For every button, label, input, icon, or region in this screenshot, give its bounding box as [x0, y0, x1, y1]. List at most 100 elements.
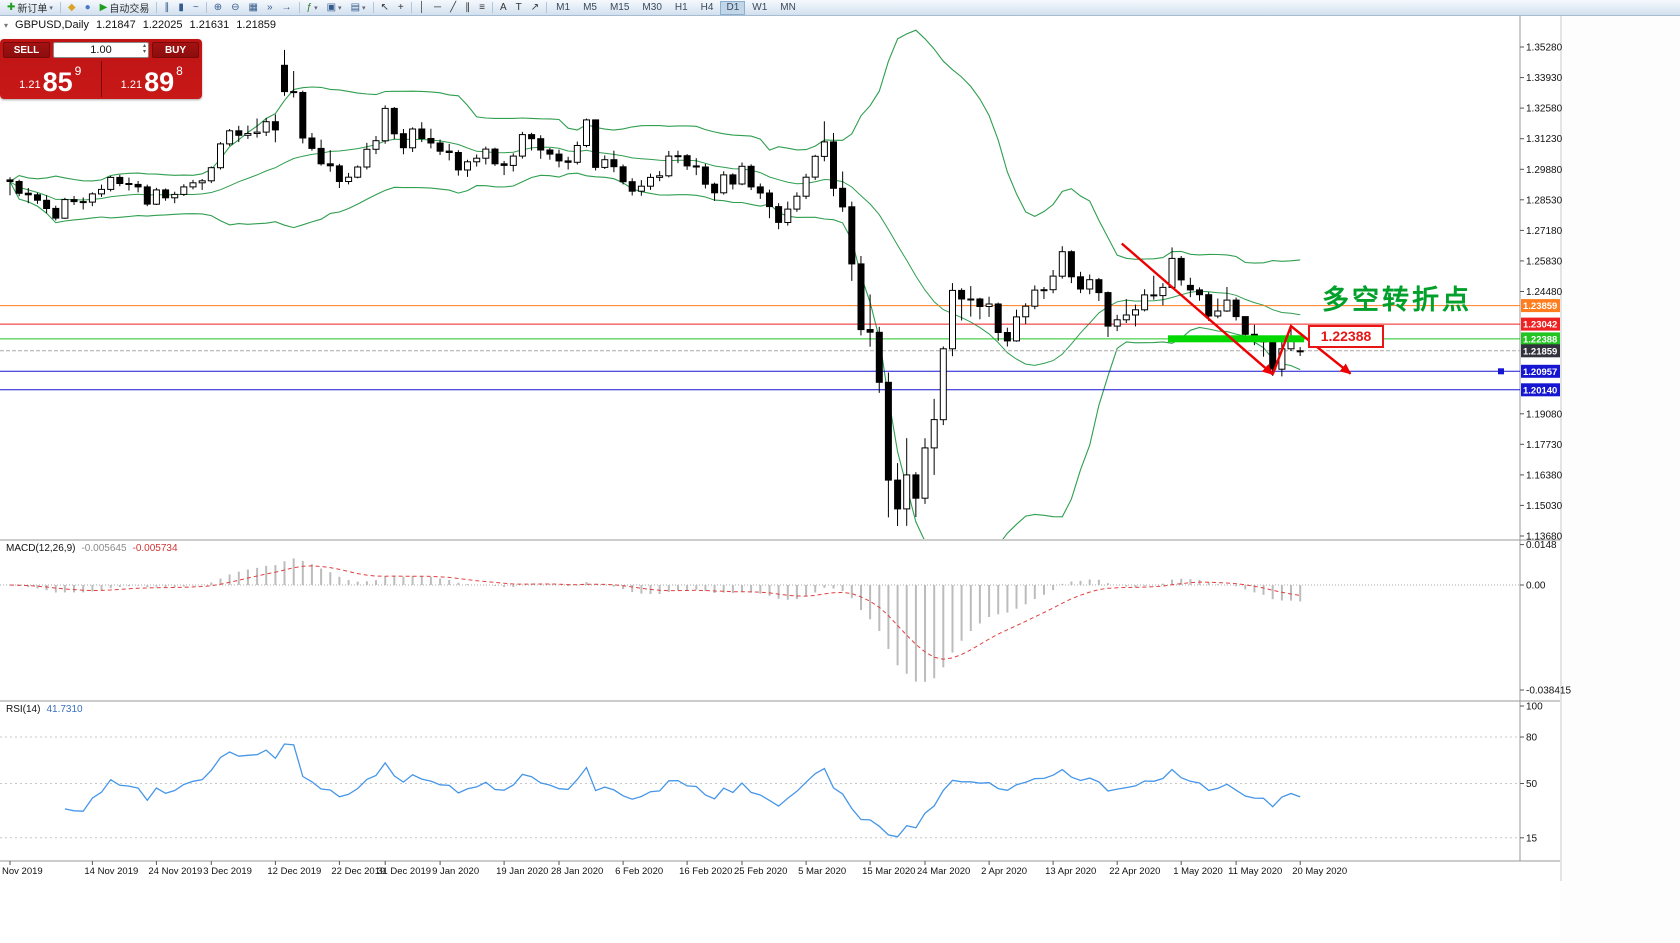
date-axis-label[interactable]: 20 May 2020: [1292, 866, 1347, 877]
sell-button[interactable]: SELL: [3, 42, 50, 58]
price-axis-label[interactable]: 1.13680: [1526, 532, 1563, 543]
candle: [555, 153, 563, 162]
symbols-icon[interactable]: ◆: [64, 0, 80, 16]
line-chart-icon[interactable]: ~: [189, 0, 203, 16]
crosshair-icon[interactable]: +: [394, 0, 408, 16]
tile-windows-icon[interactable]: ▦: [245, 0, 262, 16]
date-axis-label[interactable]: 6 Feb 2020: [615, 866, 663, 877]
vertical-line-icon[interactable]: │: [415, 0, 429, 16]
price-axis-label[interactable]: 1.33930: [1526, 73, 1563, 84]
new-order-button[interactable]: ✚ 新订单 ▾: [3, 0, 57, 16]
date-axis-label[interactable]: 14 Nov 2019: [84, 866, 138, 877]
price-axis-label[interactable]: 1.16380: [1526, 470, 1563, 481]
candle: [1196, 289, 1203, 296]
date-axis-label[interactable]: 24 Nov 2019: [148, 866, 202, 877]
candle: [793, 195, 801, 210]
fibonacci-icon[interactable]: ≡: [475, 0, 489, 16]
price-marker-label[interactable]: 1.23042: [1523, 320, 1557, 331]
level-price-label[interactable]: 1.22388: [1308, 325, 1384, 348]
price-marker-label[interactable]: 1.23859: [1523, 301, 1557, 312]
channel-icon: ∥: [465, 1, 471, 13]
autotrade-button[interactable]: ▶ 自动交易: [96, 0, 154, 16]
trend-arrow-down-1[interactable]: [1120, 242, 1274, 376]
volume-input[interactable]: 1.00 ▴ ▾: [53, 42, 149, 58]
price-marker-bg: [1521, 332, 1560, 346]
timeframe-button-MN[interactable]: MN: [780, 1, 796, 13]
price-marker-label[interactable]: 1.21859: [1523, 346, 1557, 357]
indicators-icon[interactable]: ƒ ▾: [303, 0, 322, 16]
candle: [15, 181, 23, 194]
sell-price[interactable]: 1.21 85 9: [0, 59, 101, 99]
date-axis-label[interactable]: 22 Dec 2019: [331, 866, 385, 877]
volume-stepper[interactable]: ▴ ▾: [143, 43, 146, 55]
price-axis-label[interactable]: 1.27180: [1526, 226, 1563, 237]
label-icon[interactable]: T: [512, 0, 526, 16]
timeframe-button-H4[interactable]: H4: [700, 1, 714, 13]
timeframe-button-D1[interactable]: D1: [720, 0, 746, 15]
date-axis-label[interactable]: 5 Mar 2020: [798, 866, 846, 877]
date-axis-label[interactable]: 31 Dec 2019: [377, 866, 431, 877]
timeframe-button-H1[interactable]: H1: [674, 1, 688, 13]
periods-icon[interactable]: ▣ ▾: [323, 0, 346, 16]
highlight-level-segment[interactable]: [1168, 335, 1305, 343]
profile-icon[interactable]: ●: [81, 0, 95, 16]
date-axis-label[interactable]: 16 Feb 2020: [679, 866, 732, 877]
arrow-tool-icon[interactable]: ↗: [527, 0, 543, 16]
candle: [335, 165, 343, 182]
date-axis-label[interactable]: 1 May 2020: [1173, 866, 1223, 877]
date-axis-label[interactable]: 19 Jan 2020: [496, 866, 548, 877]
date-axis-label[interactable]: 13 Apr 2020: [1045, 866, 1096, 877]
channel-icon[interactable]: ∥: [461, 0, 474, 16]
buy-price[interactable]: 1.21 89 8: [102, 59, 203, 99]
date-axis-label[interactable]: 24 Mar 2020: [917, 866, 970, 877]
candle: [464, 161, 471, 171]
trend-arrow-down-2[interactable]: [1271, 324, 1352, 375]
date-axis-label[interactable]: 2 Apr 2020: [981, 866, 1027, 877]
date-axis-label[interactable]: 28 Jan 2020: [551, 866, 603, 877]
price-marker-label[interactable]: 1.20957: [1523, 367, 1557, 378]
timeframe-button-M30[interactable]: M30: [642, 1, 662, 13]
date-axis-label[interactable]: 15 Mar 2020: [862, 866, 915, 877]
price-axis-label[interactable]: 1.31230: [1526, 134, 1563, 145]
templates-icon[interactable]: ▤ ▾: [347, 0, 370, 16]
price-axis-label[interactable]: 1.32580: [1526, 104, 1563, 115]
price-axis-label[interactable]: 1.28530: [1526, 195, 1563, 206]
zoom-in-icon: ⊕: [213, 1, 223, 13]
date-axis-label[interactable]: 25 Feb 2020: [734, 866, 787, 877]
timeframe-button-M15[interactable]: M15: [609, 1, 630, 13]
price-axis-label[interactable]: 1.19080: [1526, 409, 1563, 420]
zoom-in-icon[interactable]: ⊕: [210, 0, 226, 16]
timeframe-button-M5[interactable]: M5: [583, 1, 597, 13]
spin-down-icon[interactable]: ▾: [142, 49, 146, 55]
date-axis-label[interactable]: 9 Jan 2020: [432, 866, 479, 877]
macd-axis-label: 0.00: [1526, 581, 1546, 592]
timeframe-button-M1[interactable]: M1: [556, 1, 571, 13]
zoom-out-icon[interactable]: ⊖: [227, 0, 243, 16]
price-axis-label[interactable]: 1.29880: [1526, 165, 1563, 176]
collapse-panel-icon[interactable]: ▾: [4, 20, 9, 30]
date-axis-label[interactable]: 12 Dec 2019: [267, 866, 321, 877]
price-axis-label[interactable]: 1.25830: [1526, 256, 1563, 267]
auto-scroll-icon[interactable]: »: [263, 0, 277, 16]
timeframe-button-W1[interactable]: W1: [752, 1, 768, 13]
buy-button[interactable]: BUY: [152, 42, 199, 58]
price-marker-label[interactable]: 1.20140: [1523, 385, 1557, 396]
date-axis-label[interactable]: Nov 2019: [2, 866, 43, 877]
trendline-icon[interactable]: ╱: [446, 0, 460, 16]
price-axis-label[interactable]: 1.15030: [1526, 501, 1563, 512]
price-marker-label[interactable]: 1.22388: [1523, 334, 1557, 345]
date-axis-label[interactable]: 11 May 2020: [1228, 866, 1282, 877]
bar-chart-icon[interactable]: ∥: [160, 0, 173, 16]
date-axis-label[interactable]: 3 Dec 2019: [203, 866, 252, 877]
text-icon[interactable]: A: [496, 0, 511, 16]
price-axis-label[interactable]: 1.24480: [1526, 287, 1563, 298]
horizontal-line-icon[interactable]: ─: [430, 0, 445, 16]
price-axis-label[interactable]: 1.35280: [1526, 43, 1563, 54]
chart-shift-icon[interactable]: →: [278, 0, 296, 16]
date-axis-label[interactable]: 22 Apr 2020: [1109, 866, 1160, 877]
candlestick-icon[interactable]: ▮: [174, 0, 188, 16]
spin-up-icon[interactable]: ▴: [142, 43, 146, 49]
cursor-icon[interactable]: ↖: [377, 0, 393, 16]
price-axis-label[interactable]: 1.17730: [1526, 440, 1563, 451]
